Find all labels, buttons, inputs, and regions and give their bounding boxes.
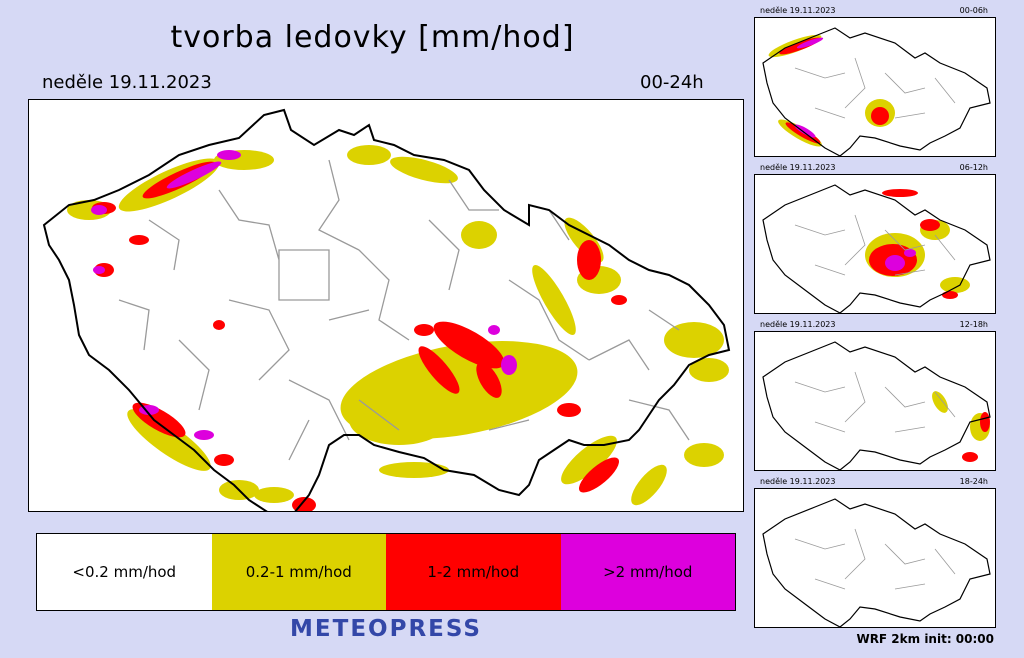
thumb-range: 00-06h bbox=[959, 6, 988, 15]
main-map bbox=[28, 99, 744, 512]
thumb-range: 06-12h bbox=[959, 163, 988, 172]
legend-label: <0.2 mm/hod bbox=[72, 563, 177, 581]
thumb-date: neděle 19.11.2023 bbox=[760, 6, 836, 15]
thumb-range: 12-18h bbox=[959, 320, 988, 329]
thumbnail-map-12-18[interactable] bbox=[754, 331, 996, 471]
yellow-precip-areas bbox=[67, 145, 729, 506]
map-time-range: 00-24h bbox=[640, 72, 704, 93]
thumb-date: neděle 19.11.2023 bbox=[760, 320, 836, 329]
district-borders bbox=[118, 159, 690, 461]
thumb-range: 18-24h bbox=[959, 477, 988, 486]
thumb-date: neděle 19.11.2023 bbox=[760, 163, 836, 172]
map-title: tvorba ledovky [mm/hod] bbox=[170, 20, 575, 55]
magenta-precip-areas bbox=[91, 150, 517, 440]
legend-label: 0.2-1 mm/hod bbox=[245, 563, 352, 581]
legend-label: 1-2 mm/hod bbox=[427, 563, 520, 581]
legend-item-gt-2: >2 mm/hod bbox=[560, 534, 735, 610]
legend-item-0-2-1: 0.2-1 mm/hod bbox=[211, 534, 386, 610]
thumbnail-map-06-12[interactable] bbox=[754, 174, 996, 314]
thumbnail-map-00-06[interactable] bbox=[754, 17, 996, 157]
thumb-date: neděle 19.11.2023 bbox=[760, 477, 836, 486]
model-info: WRF 2km init: 00:00 bbox=[856, 632, 994, 646]
legend-item-lt-0-2: <0.2 mm/hod bbox=[37, 534, 212, 610]
legend-item-1-2: 1-2 mm/hod bbox=[386, 534, 561, 610]
precip-legend: <0.2 mm/hod 0.2-1 mm/hod 1-2 mm/hod >2 m… bbox=[36, 533, 736, 611]
legend-label: >2 mm/hod bbox=[603, 563, 693, 581]
map-date: neděle 19.11.2023 bbox=[42, 72, 212, 93]
brand-logo-text: METEOPRESS bbox=[290, 616, 482, 642]
thumbnail-map-18-24[interactable] bbox=[754, 488, 996, 628]
country-border bbox=[42, 108, 731, 511]
